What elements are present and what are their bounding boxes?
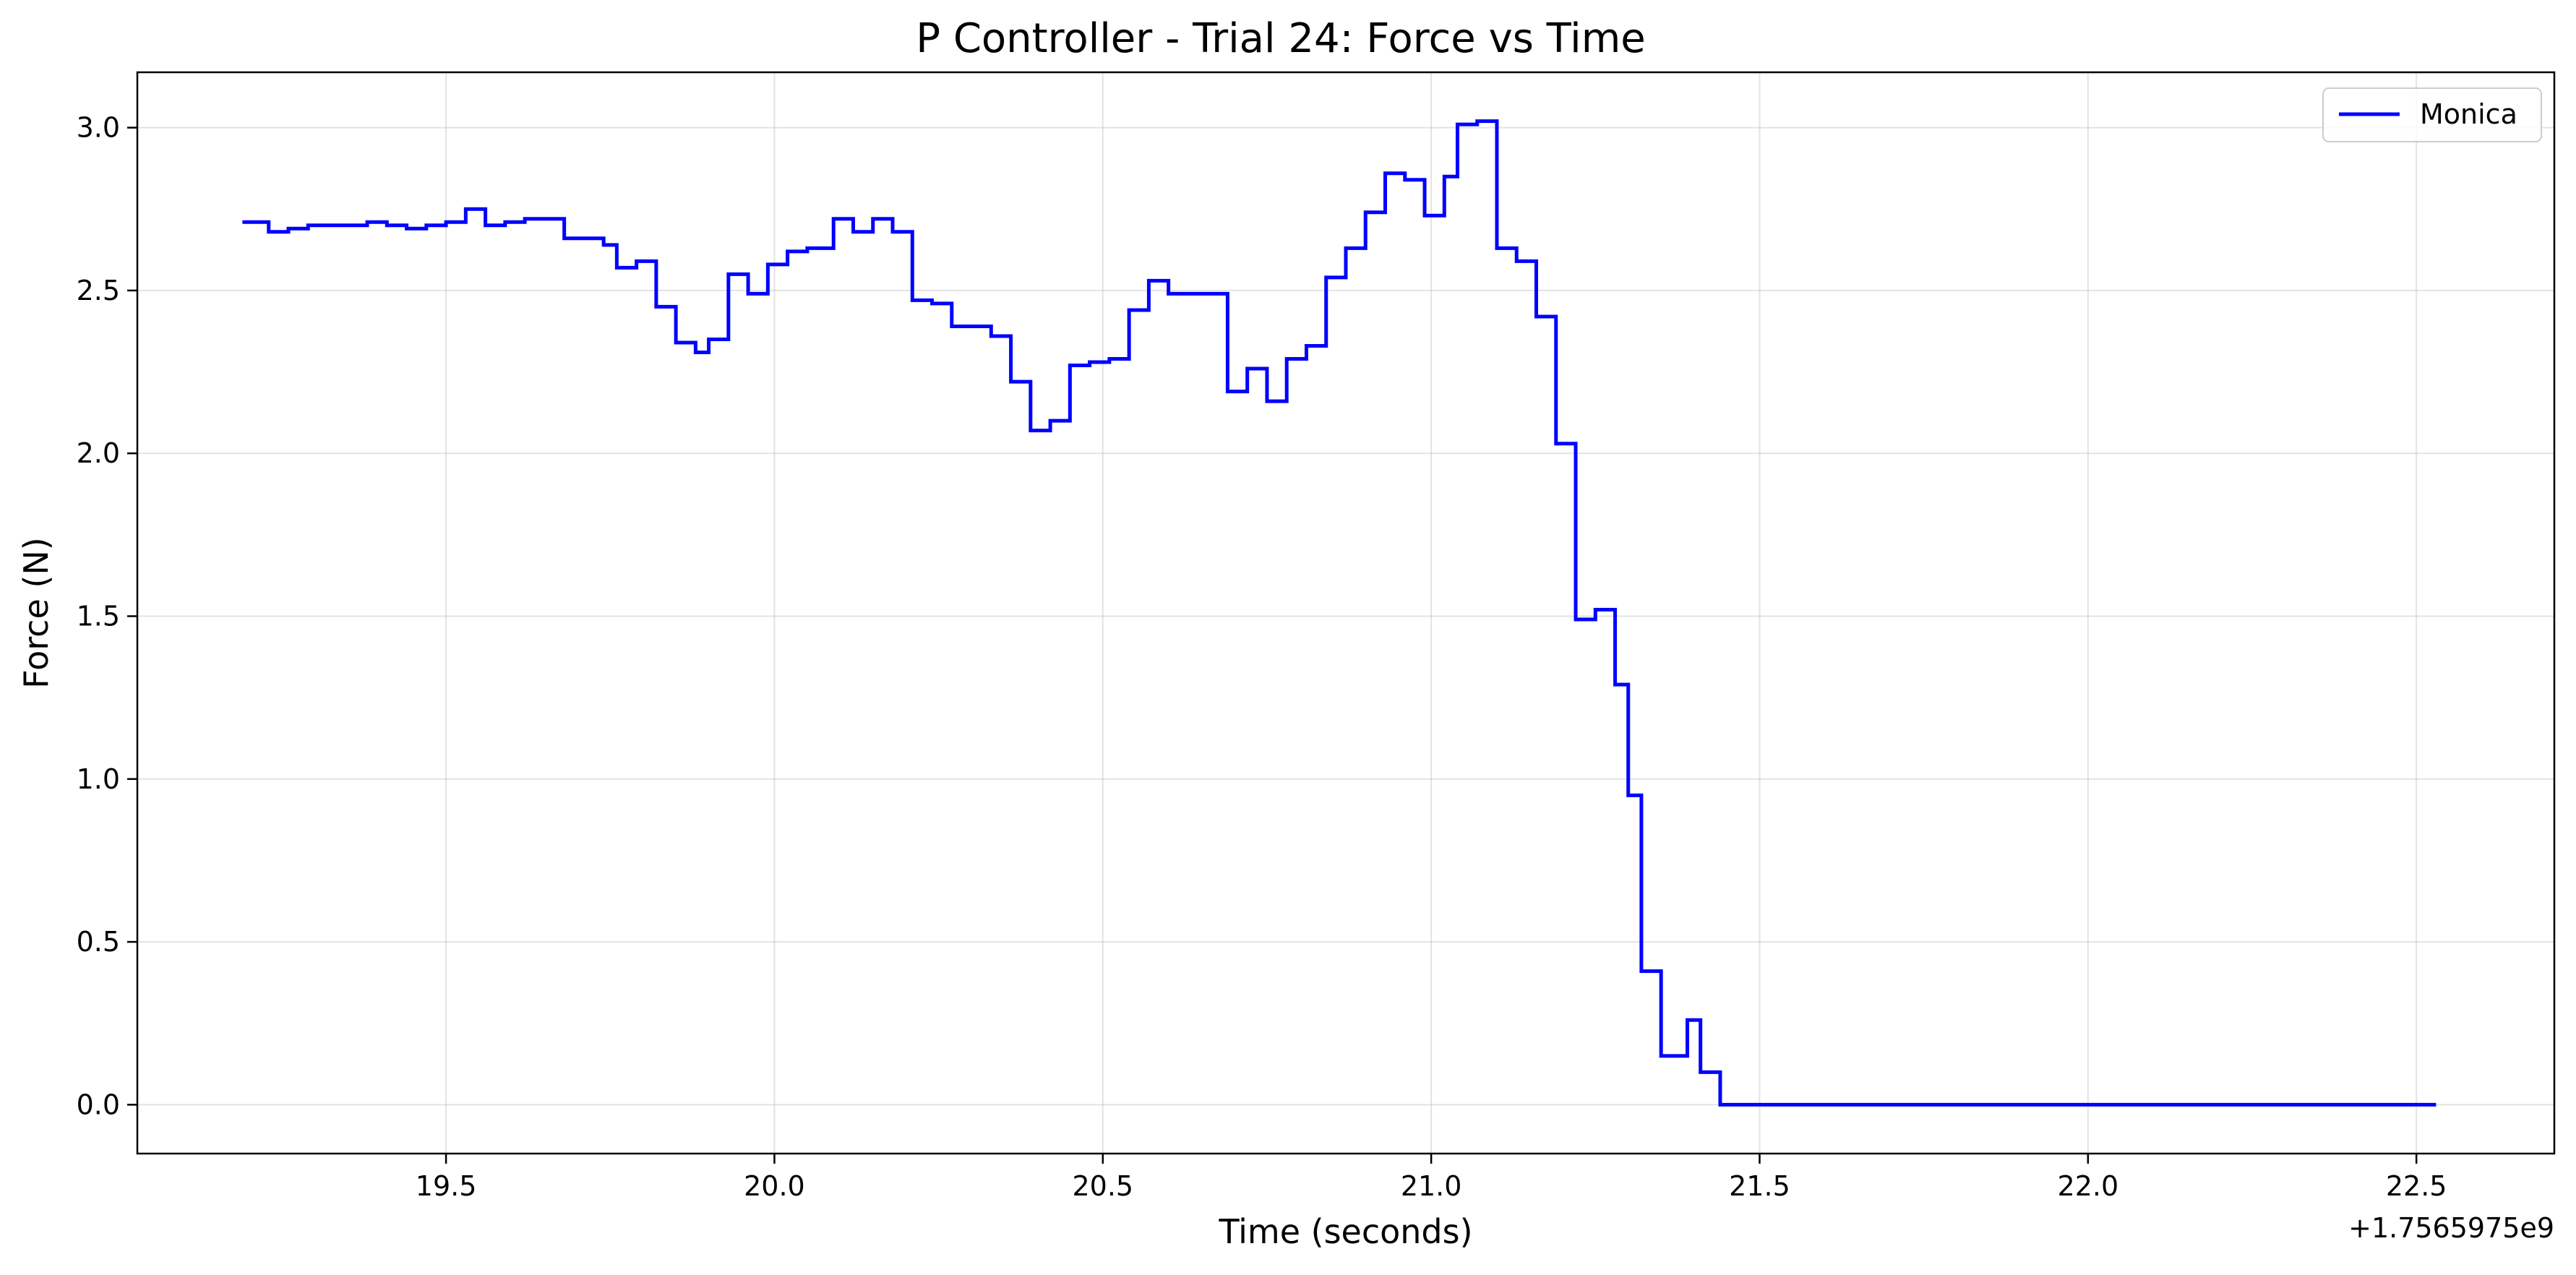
axes-frame — [136, 71, 2556, 1155]
x-tick-label: 21.5 — [1729, 1170, 1790, 1202]
legend: Monica — [2322, 87, 2542, 142]
x-tick-label: 21.0 — [1401, 1170, 1462, 1202]
x-tick-label: 22.0 — [2058, 1170, 2119, 1202]
legend-box — [2322, 87, 2542, 142]
y-tick-label: 1.0 — [77, 763, 120, 795]
chart-title: P Controller - Trial 24: Force vs Time — [916, 15, 1645, 62]
y-axis-label: Force (N) — [17, 537, 56, 688]
y-tick-label: 1.5 — [77, 601, 120, 632]
y-tick-label: 2.5 — [77, 275, 120, 306]
x-axis-label: Time (seconds) — [1218, 1212, 1472, 1251]
x-axis-ticks: 19.5 20.0 20.5 21.0 21.5 22.0 22.5 — [416, 1154, 2447, 1202]
y-tick-label: 2.0 — [77, 437, 120, 469]
y-tick-label: 0.0 — [77, 1089, 120, 1120]
x-axis-offset-label: +1.7565975e9 — [2348, 1212, 2554, 1244]
x-tick-label: 19.5 — [416, 1170, 477, 1202]
x-tick-label: 20.0 — [744, 1170, 805, 1202]
x-tick-label: 22.5 — [2386, 1170, 2447, 1202]
y-tick-label: 0.5 — [77, 926, 120, 958]
y-axis-ticks: 0.0 0.5 1.0 1.5 2.0 2.5 3.0 — [77, 112, 137, 1120]
series-lines — [242, 119, 2437, 1107]
grid-lines — [137, 72, 2554, 1154]
legend-label: Monica — [2420, 98, 2517, 130]
y-tick-label: 3.0 — [77, 112, 120, 144]
x-tick-label: 20.5 — [1072, 1170, 1133, 1202]
series-line-monica — [242, 119, 2437, 1107]
